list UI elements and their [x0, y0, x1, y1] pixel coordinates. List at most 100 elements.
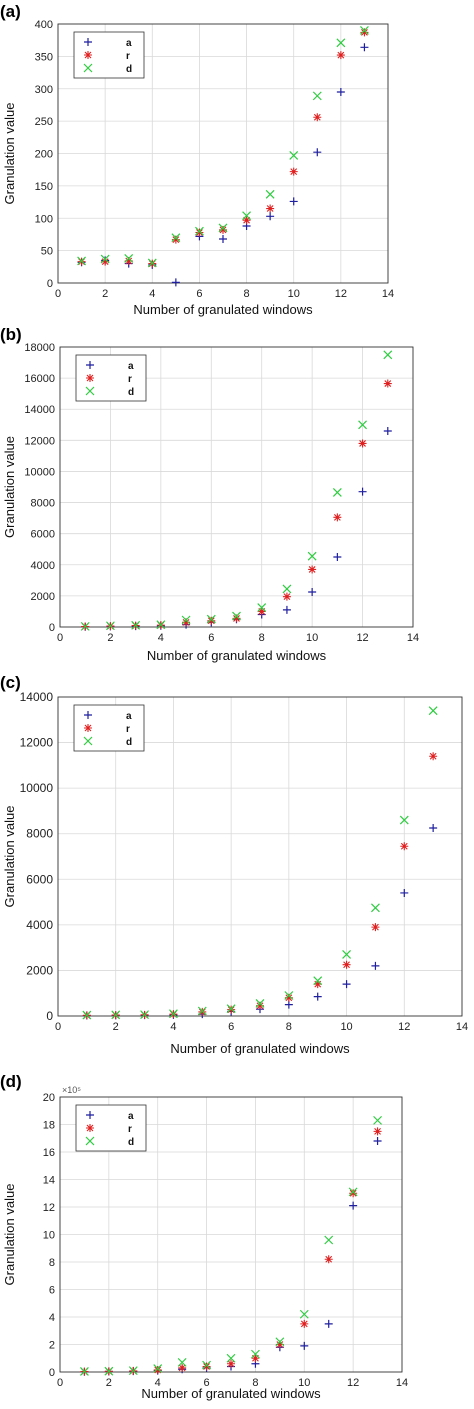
legend: ard: [75, 354, 147, 402]
data-point-d: [289, 151, 299, 160]
data-point-r: [383, 379, 392, 388]
data-point-d: [202, 1360, 211, 1370]
y-tick-label: 4000: [26, 918, 53, 932]
legend-label: r: [126, 724, 130, 735]
y-tick-label: 100: [35, 213, 53, 225]
data-point-d: [307, 551, 317, 561]
data-point-d: [153, 1364, 163, 1373]
data-point-r: [251, 1354, 260, 1363]
data-point-d: [383, 350, 393, 360]
data-point-d: [324, 1235, 334, 1245]
data-point-r: [232, 614, 241, 623]
axes-frame: [59, 346, 414, 628]
y-axis-label: Granulation value: [2, 1184, 17, 1286]
series-d: [80, 1115, 382, 1376]
data-point-d: [255, 999, 265, 1008]
data-point-d: [197, 1006, 207, 1016]
x-tick-label: 2: [102, 288, 108, 300]
panel-label: (c): [0, 673, 21, 692]
legend-marker-d: [85, 1136, 95, 1146]
y-tick-label: 14: [43, 1175, 55, 1187]
x-tick-label: 6: [228, 1021, 234, 1033]
data-point-a: [289, 197, 298, 206]
x-tick-label: 8: [286, 1021, 292, 1033]
data-point-d: [358, 420, 367, 430]
data-point-a: [219, 234, 227, 243]
axes-frame: [57, 696, 463, 1017]
x-axis-label: Number of granulated windows: [170, 1041, 350, 1056]
series-d: [82, 706, 438, 1020]
data-point-d: [332, 488, 342, 497]
x-tick-label: 8: [259, 632, 265, 644]
legend-label: d: [126, 64, 132, 75]
data-point-d: [371, 903, 380, 913]
legend-marker-r: [84, 724, 92, 732]
y-tick-label: 8000: [26, 827, 53, 841]
data-point-a: [324, 1319, 333, 1328]
data-point-d: [82, 1010, 92, 1020]
data-point-d: [428, 706, 438, 716]
data-point-r: [313, 113, 322, 122]
legend-marker-a: [84, 711, 92, 719]
y-tick-label: 10000: [20, 781, 54, 795]
data-point-d: [275, 1337, 285, 1347]
legend-label: d: [126, 737, 132, 748]
y-tick-label: 4000: [31, 560, 55, 572]
x-tick-label: 10: [340, 1021, 352, 1033]
data-point-r: [275, 1340, 284, 1349]
legend-label: a: [126, 711, 132, 722]
y-tick-label: 16000: [24, 373, 55, 385]
data-point-a: [383, 427, 392, 435]
data-point-r: [178, 1363, 187, 1372]
data-point-r: [124, 256, 133, 265]
x-tick-label: 14: [407, 632, 419, 644]
y-tick-label: 16: [43, 1147, 55, 1159]
legend-marker-r: [86, 374, 94, 382]
y-tick-label: 12000: [20, 736, 54, 750]
data-point-r: [198, 1007, 207, 1016]
data-point-a: [360, 43, 369, 52]
legend-marker-d: [85, 386, 95, 396]
data-point-a: [308, 588, 317, 596]
y-axis-label: Granulation value: [2, 103, 17, 205]
data-point-a: [429, 824, 438, 833]
data-point-r: [336, 51, 345, 60]
x-tick-label: 12: [356, 632, 368, 644]
data-point-r: [360, 28, 369, 37]
x-tick-label: 10: [288, 288, 300, 300]
data-point-a: [373, 1137, 382, 1145]
data-point-r: [202, 1362, 211, 1371]
data-point-d: [313, 976, 323, 986]
data-point-r: [101, 257, 110, 266]
x-tick-label: 10: [298, 1377, 310, 1389]
y-tick-label: 4: [49, 1312, 55, 1324]
data-point-d: [242, 211, 251, 221]
y-tick-label: 6: [49, 1285, 55, 1297]
y-axis-label: Granulation value: [2, 436, 17, 538]
x-tick-label: 6: [208, 632, 214, 644]
data-point-a: [282, 605, 291, 614]
data-point-a: [266, 212, 275, 221]
legend: ard: [73, 31, 145, 79]
data-point-a: [313, 148, 322, 157]
x-tick-label: 12: [347, 1377, 359, 1389]
y-tick-label: 300: [35, 84, 53, 96]
data-point-r: [308, 565, 317, 574]
data-point-d: [177, 1357, 187, 1367]
data-point-a: [400, 888, 409, 897]
y-tick-label: 2000: [31, 591, 55, 603]
panel-label: (b): [0, 325, 22, 344]
data-point-r: [349, 1189, 358, 1198]
chart-panel-2: 0 2 4 6 8 10 12 14 0 2000 4000 6000 8000 10000 12000 14…: [0, 325, 419, 663]
y-tick-label: 0: [47, 278, 53, 290]
axes-frame: [57, 23, 389, 284]
data-point-r: [313, 980, 322, 989]
data-point-d: [171, 233, 181, 243]
data-point-d: [348, 1187, 358, 1197]
data-point-d: [156, 620, 166, 630]
x-tick-label: 14: [382, 288, 394, 300]
data-point-r: [182, 618, 191, 627]
data-point-r: [289, 167, 298, 176]
chart-panel-4: 0 2 4 6 8 10 12 14 0 2 4 6 8 10 12 14 16 18 20 ×10⁵ (d) Numbe…: [0, 1072, 408, 1401]
